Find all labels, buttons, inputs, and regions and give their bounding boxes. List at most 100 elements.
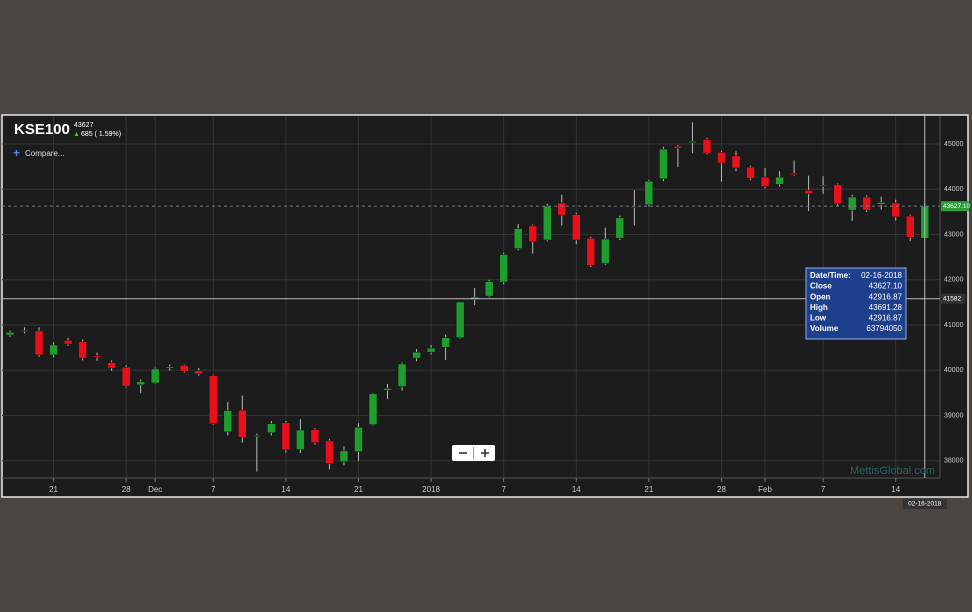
y-tick-label: 39000: [944, 412, 964, 419]
overlay: 43627.10 41582 02-16-2018 Date/Time: 02-16-2…: [2, 116, 970, 509]
x-tick-label: 14: [572, 485, 581, 494]
candle-body: [223, 410, 233, 433]
candle-body: [513, 228, 523, 249]
candle-body: [601, 238, 610, 264]
tooltip-key: Low: [810, 314, 827, 323]
crosshair-x-label: 02-16-2018: [908, 501, 942, 508]
candle-body: [789, 173, 799, 176]
symbol-title: KSE100: [14, 121, 70, 138]
x-tick-label: 28: [122, 485, 131, 494]
candle-body: [746, 166, 755, 179]
x-tick-label: 7: [211, 485, 216, 494]
candle-body: [150, 368, 160, 384]
candle-body: [310, 429, 320, 443]
tooltip-key: Date/Time:: [810, 271, 851, 280]
candle-body: [165, 366, 174, 369]
candle-body: [891, 202, 900, 218]
candle-body: [209, 375, 218, 424]
y-tick-label: 38000: [944, 458, 964, 465]
candle-body: [252, 435, 262, 437]
x-tick-label: 21: [354, 485, 363, 494]
candle-body: [847, 196, 857, 211]
y-tick-label: 41000: [944, 322, 964, 329]
candle-body: [296, 429, 305, 450]
candle-body: [107, 362, 116, 369]
tooltip-value: 43627.10: [869, 282, 903, 291]
zoom-in[interactable]: [481, 449, 489, 457]
candle-body: [426, 347, 436, 353]
tooltip-value: 43691.28: [869, 303, 903, 312]
last-price-box: [941, 201, 969, 212]
tooltip-key: Volume: [810, 324, 839, 333]
candle-body: [325, 440, 334, 464]
candle-body: [818, 184, 828, 187]
x-tick-label: Feb: [758, 485, 772, 494]
tooltip-value: 42916.87: [869, 292, 903, 301]
candle-body: [586, 237, 596, 266]
x-tick-label: Dec: [148, 485, 162, 494]
candle-body: [368, 393, 378, 425]
crosshair-y-label: 41582: [943, 295, 961, 302]
candle-body: [63, 340, 73, 345]
tooltip-key: High: [810, 303, 828, 312]
candle-body: [499, 254, 508, 283]
candle-body: [383, 388, 392, 391]
tooltip-value: 02-16-2018: [861, 271, 902, 280]
candle-body: [484, 281, 494, 297]
candle-body: [20, 330, 29, 332]
candle-body: [49, 344, 58, 356]
x-tick-label: 14: [281, 485, 290, 494]
candle-body: [238, 409, 247, 438]
candle-body: [775, 176, 784, 185]
candle-body: [441, 337, 450, 348]
candle-body: [136, 381, 145, 386]
x-tick-label: 7: [821, 485, 826, 494]
x-tick-label: 28: [717, 485, 726, 494]
candle-body: [92, 355, 102, 358]
watermark: MettisGlobal.com: [850, 465, 935, 477]
x-tick-label: 21: [644, 485, 653, 494]
tooltip-box: [805, 267, 907, 340]
candle-body: [702, 139, 712, 154]
compare-icon[interactable]: +: [13, 146, 20, 160]
tooltip-key: Close: [810, 282, 832, 291]
candle-body: [339, 450, 349, 462]
candles: [5, 122, 930, 472]
candle-body: [455, 301, 465, 338]
candle-body: [862, 196, 871, 211]
candle-body: [412, 351, 421, 359]
candle-body: [528, 225, 537, 243]
candle-body: [905, 215, 915, 238]
x-tick-label: 21: [49, 485, 58, 494]
crosshair-y-box: [941, 293, 965, 304]
candle-body: [760, 176, 770, 187]
candle-body: [673, 146, 683, 149]
y-tick-label: 44000: [944, 186, 964, 193]
candle-body: [542, 205, 552, 241]
candle-body: [34, 330, 44, 356]
last-price-label: 43627.10: [943, 203, 970, 210]
compare-button[interactable]: Compare...: [25, 149, 65, 158]
candle-body: [78, 341, 87, 359]
candle-body: [267, 423, 276, 434]
candle-body: [281, 422, 291, 451]
price-change: 685 ( 1.59%): [81, 131, 121, 138]
candle-body: [717, 151, 726, 164]
candle-body: [615, 217, 625, 239]
candle-body: [731, 155, 741, 169]
x-tick-label: 14: [891, 485, 900, 494]
up-arrow: [74, 132, 79, 136]
candle-body: [833, 184, 842, 205]
tooltip-value: 63794050: [866, 324, 902, 333]
x-tick-label: 2018: [422, 485, 440, 494]
candle-body: [397, 363, 407, 387]
candle-body: [194, 370, 204, 375]
candle-body: [5, 332, 15, 336]
candle-body: [659, 148, 668, 180]
candle-body: [179, 365, 189, 372]
candle-body: [804, 189, 813, 195]
y-tick-label: 43000: [944, 231, 964, 238]
tooltip-key: Open: [810, 292, 831, 301]
